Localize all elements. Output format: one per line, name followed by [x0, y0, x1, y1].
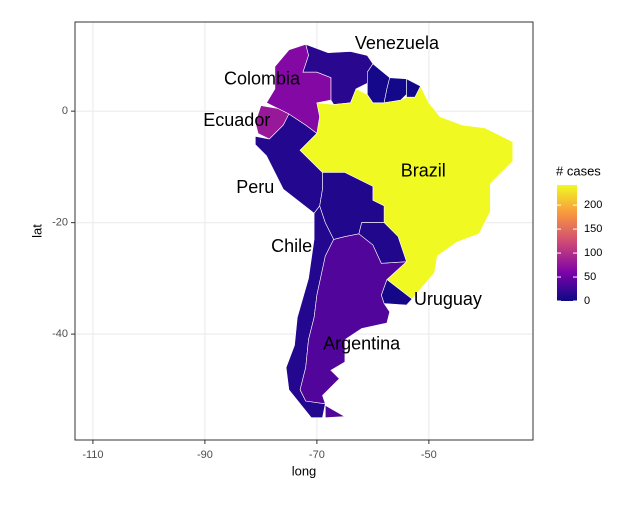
y-axis-title: lat: [29, 224, 44, 238]
x-tick-label: -110: [82, 449, 103, 461]
legend-tick-label: 50: [584, 271, 596, 283]
country-label: Ecuador: [203, 110, 270, 130]
x-tick-label: -50: [421, 449, 437, 461]
country-label: Peru: [236, 177, 274, 197]
country-label: Brazil: [401, 161, 446, 181]
country-label: Argentina: [323, 333, 401, 353]
legend-title: # cases: [556, 163, 601, 178]
legend-tick-label: 150: [584, 223, 602, 235]
colorbar: [557, 185, 577, 301]
country: [406, 78, 421, 98]
panel-border: [74, 21, 534, 441]
legend-tick-label: 0: [584, 295, 590, 307]
x-axis-title: long: [292, 463, 317, 478]
y-tick-label: -40: [52, 328, 68, 340]
legend-tick-label: 100: [584, 247, 602, 259]
country-label: Venezuela: [355, 33, 440, 53]
x-tick-label: -90: [197, 449, 213, 461]
legend-tick-label: 200: [584, 199, 602, 211]
x-tick-label: -70: [309, 449, 325, 461]
y-tick-label: -20: [52, 217, 68, 229]
country-label: Uruguay: [414, 289, 482, 309]
y-tick-label: 0: [62, 105, 68, 117]
country: [358, 222, 407, 264]
country-label: Colombia: [224, 69, 301, 89]
country-label: Chile: [271, 236, 312, 256]
